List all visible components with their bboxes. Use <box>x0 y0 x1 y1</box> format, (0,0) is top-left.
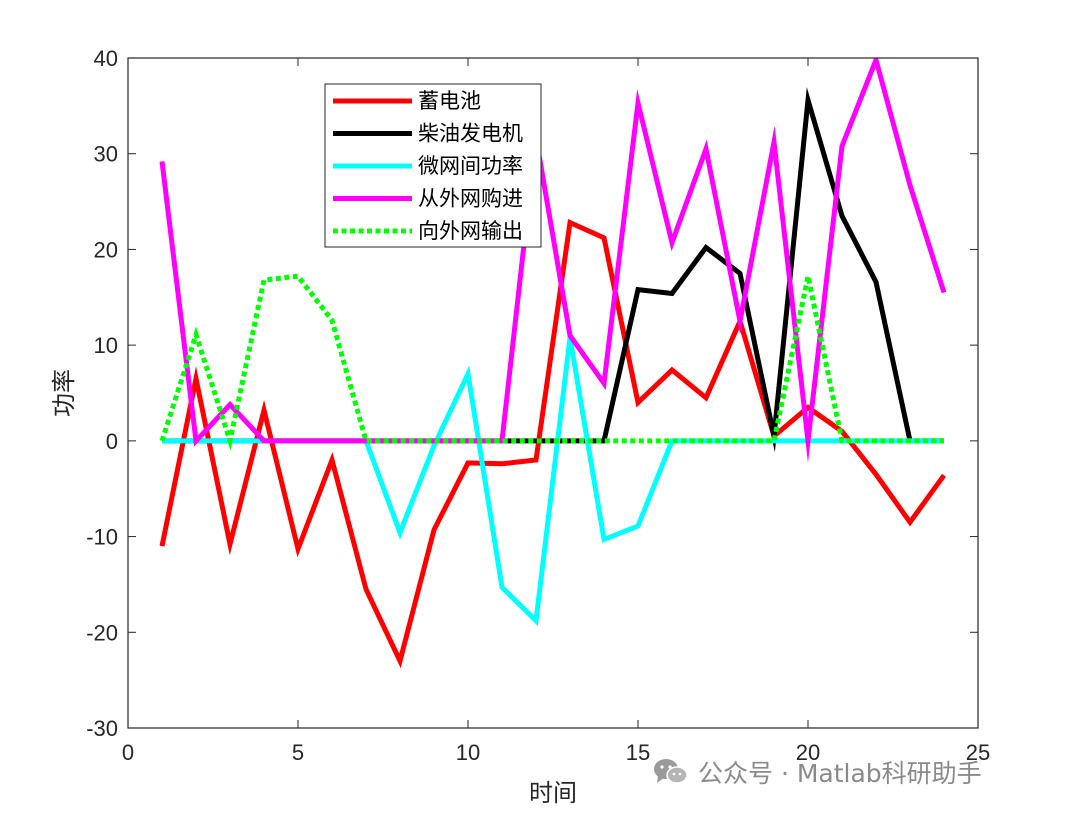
legend-label: 蓄电池 <box>418 89 481 113</box>
x-axis-ticks: 0 5 10 15 20 25 <box>122 58 990 765</box>
y-tick-label: -20 <box>86 620 118 645</box>
watermark: 公众号 · Matlab科研助手 <box>652 752 982 792</box>
x-tick-label: 20 <box>796 740 820 765</box>
plot-area <box>128 58 978 728</box>
legend-label: 微网间功率 <box>418 154 523 178</box>
y-tick-label: 40 <box>94 46 118 71</box>
legend-label: 向外网输出 <box>418 219 523 243</box>
x-tick-label: 5 <box>292 740 304 765</box>
y-tick-label: 10 <box>94 333 118 358</box>
y-tick-label: -10 <box>86 525 118 550</box>
x-tick-label: 25 <box>966 740 990 765</box>
plot-frame <box>127 57 979 729</box>
series-layer <box>159 58 947 669</box>
watermark-text: 公众号 · Matlab科研助手 <box>698 759 982 788</box>
legend-label: 从外网购进 <box>418 187 523 211</box>
y-tick-label: 30 <box>94 142 118 167</box>
x-tick-label: 0 <box>122 740 134 765</box>
y-tick-label: -30 <box>86 716 118 741</box>
y-axis-ticks: -30 -20 -10 0 10 20 30 40 <box>86 46 978 741</box>
series-line-3 <box>159 58 947 463</box>
wechat-icon <box>654 759 688 784</box>
y-tick-label: 20 <box>94 237 118 262</box>
x-axis-label: 时间 <box>529 779 577 807</box>
x-tick-label: 15 <box>626 740 650 765</box>
legend-label: 柴油发电机 <box>418 122 523 146</box>
y-axis-label: 功率 <box>50 369 78 417</box>
y-tick-label: 0 <box>106 429 118 454</box>
x-tick-label: 10 <box>456 740 480 765</box>
